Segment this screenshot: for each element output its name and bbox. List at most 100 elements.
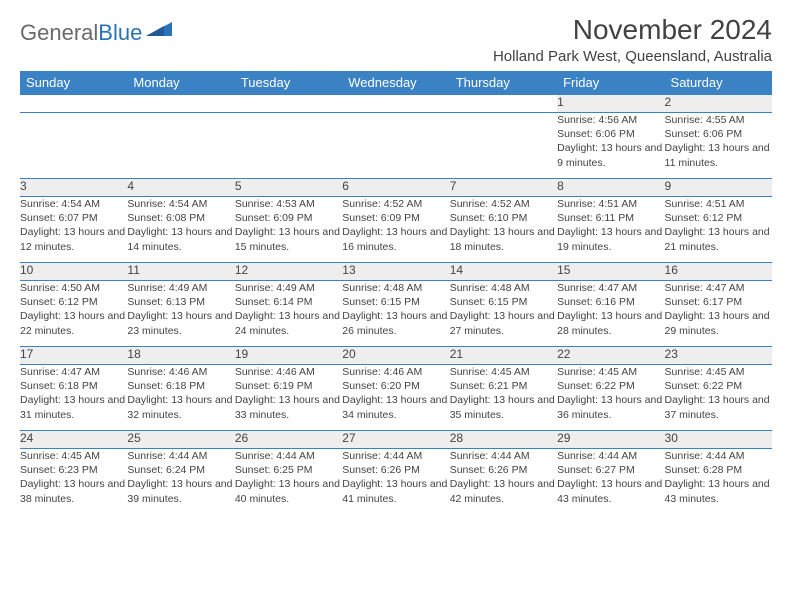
day-detail-cell: Sunrise: 4:45 AMSunset: 6:22 PMDaylight:… (557, 365, 664, 431)
calendar-header-row: SundayMondayTuesdayWednesdayThursdayFrid… (20, 71, 772, 95)
day-detail-cell: Sunrise: 4:55 AMSunset: 6:06 PMDaylight:… (665, 113, 772, 179)
day-detail-cell: Sunrise: 4:52 AMSunset: 6:10 PMDaylight:… (450, 197, 557, 263)
calendar-table: SundayMondayTuesdayWednesdayThursdayFrid… (20, 71, 772, 515)
sunrise-text: Sunrise: 4:44 AM (235, 449, 342, 463)
day-number-cell: 22 (557, 347, 664, 365)
detail-row: Sunrise: 4:45 AMSunset: 6:23 PMDaylight:… (20, 449, 772, 515)
logo-text: GeneralBlue (20, 20, 142, 46)
sunset-text: Sunset: 6:13 PM (127, 295, 234, 309)
day-detail-cell: Sunrise: 4:45 AMSunset: 6:21 PMDaylight:… (450, 365, 557, 431)
day-number-cell: 16 (665, 263, 772, 281)
sunrise-text: Sunrise: 4:51 AM (665, 197, 772, 211)
day-detail-cell: Sunrise: 4:47 AMSunset: 6:17 PMDaylight:… (665, 281, 772, 347)
daylight-text: Daylight: 13 hours and 35 minutes. (450, 393, 557, 421)
sunset-text: Sunset: 6:12 PM (20, 295, 127, 309)
day-detail-cell: Sunrise: 4:49 AMSunset: 6:13 PMDaylight:… (127, 281, 234, 347)
sunrise-text: Sunrise: 4:48 AM (342, 281, 449, 295)
day-number-cell: 20 (342, 347, 449, 365)
day-number-cell: 18 (127, 347, 234, 365)
day-detail-cell: Sunrise: 4:44 AMSunset: 6:27 PMDaylight:… (557, 449, 664, 515)
sunrise-text: Sunrise: 4:46 AM (235, 365, 342, 379)
logo-text-blue: Blue (98, 20, 142, 45)
sunset-text: Sunset: 6:25 PM (235, 463, 342, 477)
day-detail-cell: Sunrise: 4:44 AMSunset: 6:24 PMDaylight:… (127, 449, 234, 515)
sunrise-text: Sunrise: 4:52 AM (450, 197, 557, 211)
daylight-text: Daylight: 13 hours and 31 minutes. (20, 393, 127, 421)
day-number-cell: 17 (20, 347, 127, 365)
daylight-text: Daylight: 13 hours and 39 minutes. (127, 477, 234, 505)
detail-row: Sunrise: 4:50 AMSunset: 6:12 PMDaylight:… (20, 281, 772, 347)
sunset-text: Sunset: 6:06 PM (557, 127, 664, 141)
sunrise-text: Sunrise: 4:53 AM (235, 197, 342, 211)
day-detail-cell: Sunrise: 4:46 AMSunset: 6:20 PMDaylight:… (342, 365, 449, 431)
month-title: November 2024 (493, 14, 772, 46)
day-detail-cell: Sunrise: 4:56 AMSunset: 6:06 PMDaylight:… (557, 113, 664, 179)
day-number-cell: 14 (450, 263, 557, 281)
daylight-text: Daylight: 13 hours and 11 minutes. (665, 141, 772, 169)
daylight-text: Daylight: 13 hours and 28 minutes. (557, 309, 664, 337)
sunset-text: Sunset: 6:09 PM (342, 211, 449, 225)
day-detail-cell: Sunrise: 4:48 AMSunset: 6:15 PMDaylight:… (342, 281, 449, 347)
daylight-text: Daylight: 13 hours and 43 minutes. (557, 477, 664, 505)
day-header: Thursday (450, 71, 557, 95)
day-header: Friday (557, 71, 664, 95)
sunrise-text: Sunrise: 4:55 AM (665, 113, 772, 127)
day-number-cell: 28 (450, 431, 557, 449)
day-detail-cell: Sunrise: 4:46 AMSunset: 6:18 PMDaylight:… (127, 365, 234, 431)
sunset-text: Sunset: 6:12 PM (665, 211, 772, 225)
sunrise-text: Sunrise: 4:54 AM (127, 197, 234, 211)
day-detail-cell: Sunrise: 4:44 AMSunset: 6:26 PMDaylight:… (342, 449, 449, 515)
daylight-text: Daylight: 13 hours and 24 minutes. (235, 309, 342, 337)
day-number-cell: 19 (235, 347, 342, 365)
sunrise-text: Sunrise: 4:52 AM (342, 197, 449, 211)
daynum-row: 10111213141516 (20, 263, 772, 281)
sunset-text: Sunset: 6:09 PM (235, 211, 342, 225)
day-detail-cell (450, 113, 557, 179)
sunset-text: Sunset: 6:14 PM (235, 295, 342, 309)
daylight-text: Daylight: 13 hours and 21 minutes. (665, 225, 772, 253)
day-detail-cell: Sunrise: 4:44 AMSunset: 6:26 PMDaylight:… (450, 449, 557, 515)
daylight-text: Daylight: 13 hours and 29 minutes. (665, 309, 772, 337)
day-number-cell: 2 (665, 95, 772, 113)
day-detail-cell: Sunrise: 4:50 AMSunset: 6:12 PMDaylight:… (20, 281, 127, 347)
daylight-text: Daylight: 13 hours and 40 minutes. (235, 477, 342, 505)
day-number-cell: 10 (20, 263, 127, 281)
day-header: Sunday (20, 71, 127, 95)
title-block: November 2024 Holland Park West, Queensl… (493, 14, 772, 65)
sunset-text: Sunset: 6:27 PM (557, 463, 664, 477)
sunrise-text: Sunrise: 4:56 AM (557, 113, 664, 127)
daynum-row: 24252627282930 (20, 431, 772, 449)
location-text: Holland Park West, Queensland, Australia (493, 48, 772, 65)
daylight-text: Daylight: 13 hours and 42 minutes. (450, 477, 557, 505)
day-number-cell (235, 95, 342, 113)
sunset-text: Sunset: 6:23 PM (20, 463, 127, 477)
day-number-cell: 23 (665, 347, 772, 365)
day-detail-cell: Sunrise: 4:51 AMSunset: 6:11 PMDaylight:… (557, 197, 664, 263)
sunset-text: Sunset: 6:15 PM (342, 295, 449, 309)
sunrise-text: Sunrise: 4:44 AM (450, 449, 557, 463)
sunset-text: Sunset: 6:18 PM (20, 379, 127, 393)
day-detail-cell: Sunrise: 4:45 AMSunset: 6:22 PMDaylight:… (665, 365, 772, 431)
daylight-text: Daylight: 13 hours and 41 minutes. (342, 477, 449, 505)
day-detail-cell: Sunrise: 4:47 AMSunset: 6:16 PMDaylight:… (557, 281, 664, 347)
daylight-text: Daylight: 13 hours and 36 minutes. (557, 393, 664, 421)
sunset-text: Sunset: 6:28 PM (665, 463, 772, 477)
daylight-text: Daylight: 13 hours and 12 minutes. (20, 225, 127, 253)
daylight-text: Daylight: 13 hours and 16 minutes. (342, 225, 449, 253)
sunrise-text: Sunrise: 4:45 AM (665, 365, 772, 379)
day-detail-cell (127, 113, 234, 179)
day-number-cell: 30 (665, 431, 772, 449)
sunset-text: Sunset: 6:20 PM (342, 379, 449, 393)
sunrise-text: Sunrise: 4:44 AM (127, 449, 234, 463)
sunrise-text: Sunrise: 4:48 AM (450, 281, 557, 295)
day-detail-cell (235, 113, 342, 179)
day-number-cell: 21 (450, 347, 557, 365)
day-detail-cell: Sunrise: 4:52 AMSunset: 6:09 PMDaylight:… (342, 197, 449, 263)
sunrise-text: Sunrise: 4:51 AM (557, 197, 664, 211)
sunrise-text: Sunrise: 4:47 AM (557, 281, 664, 295)
day-header: Tuesday (235, 71, 342, 95)
sunrise-text: Sunrise: 4:44 AM (665, 449, 772, 463)
sunrise-text: Sunrise: 4:47 AM (665, 281, 772, 295)
sunset-text: Sunset: 6:07 PM (20, 211, 127, 225)
day-number-cell: 24 (20, 431, 127, 449)
